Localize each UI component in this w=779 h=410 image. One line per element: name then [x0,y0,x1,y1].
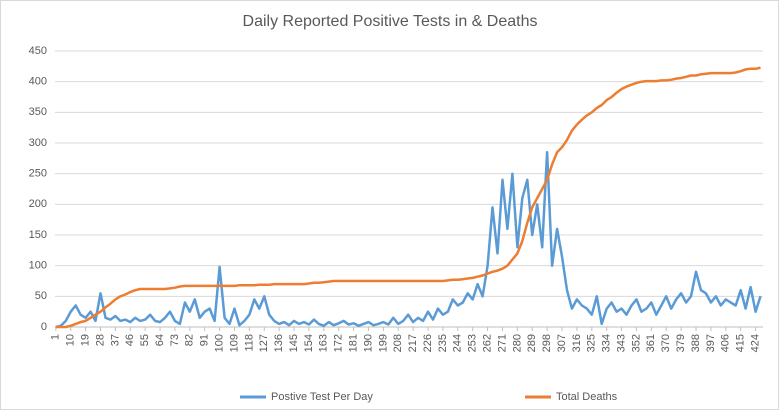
x-tick-label: 109 [228,334,240,352]
y-tick-label: 150 [29,229,47,241]
x-tick-label: 235 [437,334,449,352]
chart-title: Daily Reported Positive Tests in & Death… [243,13,538,30]
x-tick-label: 145 [288,334,300,352]
x-tick-label: 37 [109,334,121,346]
y-tick-label: 0 [41,321,47,333]
x-tick-label: 388 [690,334,702,352]
x-tick-label: 190 [362,334,374,352]
y-tick-label: 250 [29,168,47,180]
x-tick-label: 163 [318,334,330,352]
x-tick-label: 217 [407,334,419,352]
legend-label: Postive Test Per Day [271,391,373,403]
x-tick-label: 118 [243,334,255,352]
x-tick-label: 361 [645,334,657,352]
x-tick-label: 325 [586,334,598,352]
y-tick-label: 50 [35,290,47,302]
x-tick-label: 181 [347,334,359,352]
x-tick-label: 1 [50,334,62,340]
x-tick-label: 379 [675,334,687,352]
x-tick-label: 172 [333,334,345,352]
x-tick-label: 46 [124,334,136,346]
x-tick-label: 415 [735,334,747,352]
x-tick-label: 28 [94,334,106,346]
x-tick-label: 343 [615,334,627,352]
x-tick-label: 424 [749,334,761,352]
x-tick-label: 370 [660,334,672,352]
x-tick-label: 154 [303,334,315,352]
x-tick-label: 289 [526,334,538,352]
x-tick-label: 199 [377,334,389,352]
y-tick-label: 350 [29,106,47,118]
x-tick-label: 64 [154,334,166,346]
x-tick-label: 316 [571,334,583,352]
x-tick-label: 100 [213,334,225,352]
x-tick-label: 253 [467,334,479,352]
x-tick-label: 73 [169,334,181,346]
x-tick-label: 397 [705,334,717,352]
legend-label: Total Deaths [556,391,618,403]
x-tick-label: 262 [481,334,493,352]
x-tick-label: 91 [199,334,211,346]
y-tick-label: 450 [29,45,47,57]
x-tick-label: 298 [541,334,553,352]
y-tick-label: 200 [29,198,47,210]
x-tick-label: 208 [392,334,404,352]
x-tick-label: 136 [273,334,285,352]
x-tick-label: 127 [258,334,270,352]
x-tick-label: 19 [80,334,92,346]
series-line [55,66,761,329]
series-line [55,150,762,329]
x-tick-label: 271 [496,334,508,352]
y-tick-label: 400 [29,76,47,88]
y-tick-label: 300 [29,137,47,149]
x-tick-label: 244 [452,334,464,352]
x-tick-label: 280 [511,334,523,352]
x-tick-label: 352 [630,334,642,352]
x-tick-label: 307 [556,334,568,352]
x-tick-label: 10 [65,334,77,346]
x-tick-label: 406 [720,334,732,352]
x-tick-label: 226 [422,334,434,352]
y-tick-label: 100 [29,260,47,272]
x-tick-label: 82 [184,334,196,346]
x-tick-label: 334 [601,334,613,352]
x-tick-label: 55 [139,334,151,346]
